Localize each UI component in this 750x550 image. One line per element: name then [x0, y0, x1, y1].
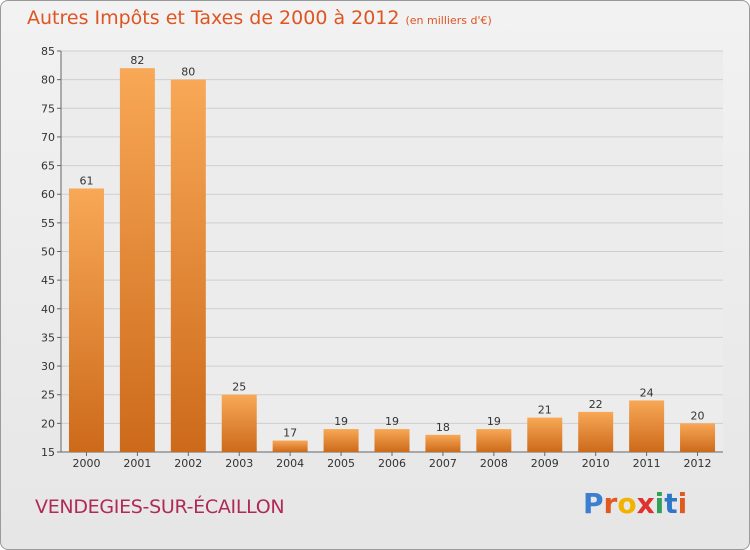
logo-letter: x	[636, 487, 655, 520]
x-tick-label-2000: 2000	[72, 457, 100, 470]
value-label-2001: 82	[130, 54, 144, 67]
bar-2006	[374, 429, 410, 452]
bar-2008	[476, 429, 512, 452]
x-tick-label-2012: 2012	[684, 457, 712, 470]
bar-2003	[221, 394, 257, 452]
x-tick-label-2007: 2007	[429, 457, 457, 470]
bar-2011	[629, 400, 665, 452]
y-tick-label-40: 40	[41, 303, 55, 316]
x-tick-label-2003: 2003	[225, 457, 253, 470]
chart-title: Autres Impôts et Taxes de 2000 à 2012 (en…	[27, 7, 492, 29]
labels: 61 2000 82 2001 80 2002 25 2003 17 2004 19 2005 19 20…	[72, 54, 711, 470]
logo-letter: o	[617, 487, 637, 520]
x-tick-label-2004: 2004	[276, 457, 304, 470]
bar-2010	[578, 411, 614, 452]
y-tick-label-45: 45	[41, 274, 55, 287]
y-tick-label-50: 50	[41, 246, 55, 259]
x-tick-label-2010: 2010	[582, 457, 610, 470]
grid-lines	[61, 50, 723, 453]
y-tick-label-65: 65	[41, 160, 55, 173]
value-label-2008: 19	[487, 415, 501, 428]
x-tick-label-2011: 2011	[633, 457, 661, 470]
y-tick-label-80: 80	[41, 74, 55, 87]
value-label-2000: 61	[79, 174, 93, 187]
value-label-2002: 80	[181, 66, 195, 79]
logo-letter: t	[664, 487, 678, 520]
x-tick-label-2008: 2008	[480, 457, 508, 470]
y-tick-label-85: 85	[41, 45, 55, 58]
x-tick-label-2009: 2009	[531, 457, 559, 470]
x-tick-label-2006: 2006	[378, 457, 406, 470]
chart-title-unit: (en milliers d'€)	[405, 14, 492, 27]
value-label-2004: 17	[283, 427, 297, 440]
bar-2000	[68, 188, 104, 452]
value-label-2011: 24	[640, 386, 654, 399]
value-label-2012: 20	[691, 409, 705, 422]
bar-2002	[170, 79, 206, 453]
bar-2012	[680, 423, 716, 452]
x-tick-label-2005: 2005	[327, 457, 355, 470]
y-tick-label-60: 60	[41, 188, 55, 201]
logo-letter: i	[677, 487, 688, 520]
logo-letter: P	[583, 487, 604, 520]
y-tick-label-25: 25	[41, 389, 55, 402]
town-name: VENDEGIES-SUR-ÉCAILLON	[35, 496, 285, 518]
y-tick-label-35: 35	[41, 331, 55, 344]
bar-2005	[323, 429, 359, 452]
value-label-2003: 25	[232, 381, 246, 394]
logo-letter: r	[603, 487, 618, 520]
x-tick-label-2001: 2001	[123, 457, 151, 470]
value-label-2005: 19	[334, 415, 348, 428]
value-label-2009: 21	[538, 404, 552, 417]
value-label-2007: 18	[436, 421, 450, 434]
x-tick-label-2002: 2002	[174, 457, 202, 470]
y-tick-label-55: 55	[41, 217, 55, 230]
y-tick-label-70: 70	[41, 131, 55, 144]
y-tick-label-15: 15	[41, 446, 55, 459]
bars	[68, 68, 716, 453]
y-tick-label-75: 75	[41, 102, 55, 115]
bar-2004	[272, 440, 308, 452]
y-tick-label-30: 30	[41, 360, 55, 373]
value-label-2006: 19	[385, 415, 399, 428]
bar-2009	[527, 417, 563, 452]
y-tick-label-20: 20	[41, 417, 55, 430]
bar-2001	[119, 68, 155, 452]
logo-letter: i	[654, 487, 665, 520]
chart-title-main: Autres Impôts et Taxes de 2000 à 2012	[27, 7, 400, 29]
bar-2007	[425, 434, 461, 452]
value-label-2010: 22	[589, 398, 603, 411]
